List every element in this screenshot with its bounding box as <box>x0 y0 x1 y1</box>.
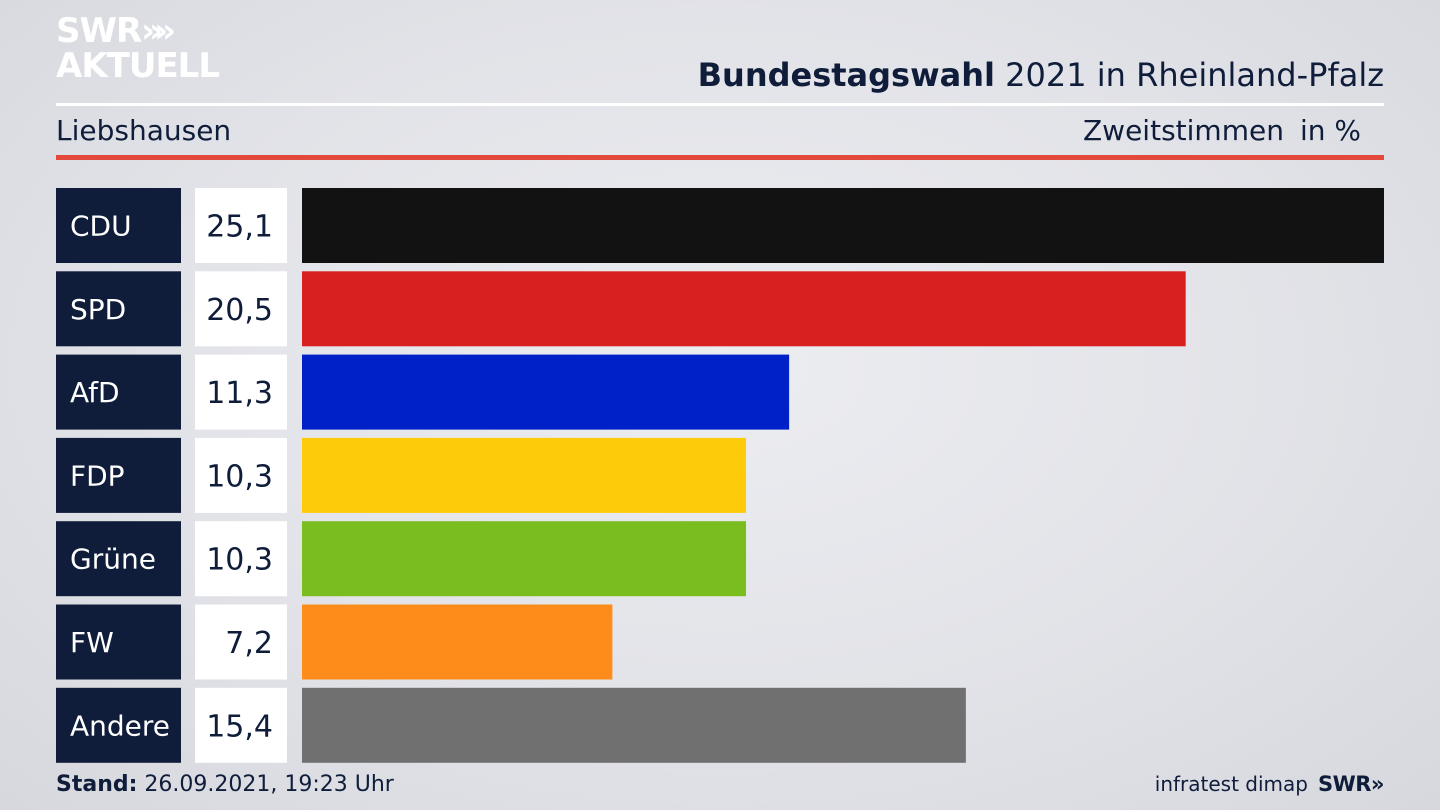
value-box-cdu <box>195 188 287 263</box>
bar-cdu <box>302 188 1384 263</box>
party-label-afd: AfD <box>70 376 120 409</box>
bar-andere <box>302 687 966 763</box>
value-label-fw: 7,2 <box>225 626 273 661</box>
logo-line-1: SWR»» <box>56 14 219 49</box>
value-label-cdu: 25,1 <box>206 210 273 245</box>
party-label-gr-ne: Grüne <box>70 543 156 576</box>
accent-divider <box>56 155 1384 160</box>
value-box-afd <box>195 354 287 430</box>
bar-row-spd: SPD 20,5 <box>56 271 1186 347</box>
timestamp: Stand: 26.09.2021, 19:23 Uhr <box>56 772 394 797</box>
swr-aktuell-logo: SWR»» AKTUELL <box>56 14 220 86</box>
bar-row-andere: Andere 15,4 <box>56 687 966 763</box>
bar-row-fdp: FDP 10,3 <box>56 437 747 513</box>
stand-label: Stand: <box>56 772 138 797</box>
value-box-gr-ne <box>195 521 287 597</box>
bar-fdp <box>302 437 747 513</box>
swr-brand-mark: SWR» <box>1317 772 1385 796</box>
bar-spd <box>302 271 1186 347</box>
party-label-fw: FW <box>70 626 114 659</box>
value-label-fdp: 10,3 <box>206 459 273 494</box>
bar-row-gr-ne: Grüne 10,3 <box>56 521 747 597</box>
party-label-spd: SPD <box>70 293 126 326</box>
bar-row-fw: FW 7,2 <box>56 604 613 680</box>
bar-gr-ne <box>302 521 747 597</box>
chart-title-bold: Bundestagswahl <box>697 56 995 94</box>
party-label-andere: Andere <box>70 709 170 742</box>
measure-label: Zweitstimmen <box>1083 114 1284 147</box>
bar-row-afd: AfD 11,3 <box>56 354 790 430</box>
party-label-box-fdp <box>56 437 181 513</box>
bar-fw <box>302 604 613 680</box>
chart-title: Bundestagswahl 2021 in Rheinland-Pfalz <box>698 56 1384 94</box>
value-label-afd: 11,3 <box>206 376 273 411</box>
location-label: Liebshausen <box>56 114 232 147</box>
party-label-box-spd <box>56 271 181 347</box>
source-label: infratest dimap <box>1154 772 1308 796</box>
party-label-cdu: CDU <box>70 210 132 243</box>
party-label-box-gr-ne <box>56 521 181 597</box>
value-label-andere: 15,4 <box>206 709 273 744</box>
party-label-box-fw <box>56 604 181 680</box>
chart-title-rest: 2021 in Rheinland-Pfalz <box>995 56 1384 94</box>
party-label-box-cdu <box>56 188 181 263</box>
party-label-box-afd <box>56 354 181 430</box>
value-box-fw <box>195 604 287 680</box>
bar-row-cdu: CDU 25,1 <box>56 188 1384 263</box>
logo-line-2: AKTUELL <box>56 46 220 86</box>
value-box-spd <box>195 271 287 347</box>
party-label-fdp: FDP <box>70 459 125 492</box>
unit-label: in % <box>1300 114 1362 147</box>
party-label-box-andere <box>56 687 181 763</box>
value-box-fdp <box>195 437 287 513</box>
bar-afd <box>302 354 790 430</box>
header-divider <box>56 103 1384 106</box>
value-label-gr-ne: 10,3 <box>206 543 273 578</box>
stand-value: 26.09.2021, 19:23 Uhr <box>137 772 394 797</box>
logo-swr-text: SWR <box>56 11 142 51</box>
value-box-andere <box>195 687 287 763</box>
value-label-spd: 20,5 <box>206 293 273 328</box>
source-credit: infratest dimap SWR» <box>1154 772 1385 796</box>
